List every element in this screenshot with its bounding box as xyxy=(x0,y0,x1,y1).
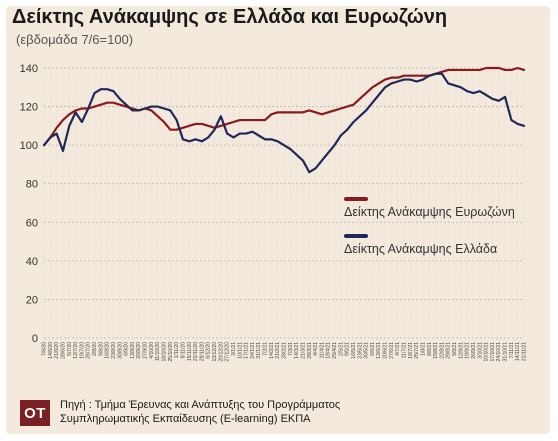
source-note: Πηγή : Τμήμα Έρευνας και Ανάπτυξης του Π… xyxy=(60,398,500,426)
x-tick-label: 13/9/20 xyxy=(130,342,136,359)
x-tick-label: 9/5/21 xyxy=(345,342,351,356)
x-tick-label: 3/10/21 xyxy=(477,342,483,359)
x-tick-label: 18/10/20 xyxy=(162,342,168,362)
x-tick-label: 15/11/20 xyxy=(187,342,193,361)
x-tick-label: 18/4/21 xyxy=(326,342,332,359)
x-tick-label: 16/5/21 xyxy=(351,342,357,359)
y-tick-label: 0 xyxy=(32,333,38,345)
x-tick-label: 21/11/21 xyxy=(522,342,528,361)
x-tick-label: 7/6/20 xyxy=(42,342,48,356)
x-tick-label: 4/10/20 xyxy=(149,342,155,359)
x-tick-label: 7/2/21 xyxy=(263,342,269,356)
x-tick-label: 15/8/21 xyxy=(433,342,439,359)
x-tick-label: 29/11/20 xyxy=(199,342,205,361)
x-tick-label: 25/10/20 xyxy=(168,342,174,362)
x-tick-label: 10/10/21 xyxy=(484,342,490,362)
x-tick-label: 2/8/20 xyxy=(92,342,98,356)
x-tick-label: 8/8/21 xyxy=(427,342,433,356)
x-tick-label: 6/9/20 xyxy=(124,342,130,356)
legend-label: Δείκτης Ανάκαμψης Ευρωζώνη xyxy=(344,205,515,219)
x-tick-label: 14/11/21 xyxy=(515,342,521,361)
x-tick-label: 24/1/21 xyxy=(250,342,256,359)
y-tick-label: 100 xyxy=(20,140,38,152)
x-tick-label: 12/7/20 xyxy=(73,342,79,359)
legend-label: Δείκτης Ανάκαμψης Ελλάδα xyxy=(344,242,497,256)
x-tick-label: 19/7/20 xyxy=(79,342,85,359)
x-tick-label: 21/2/21 xyxy=(275,342,281,359)
x-tick-label: 30/5/21 xyxy=(364,342,370,359)
x-tick-label: 29/8/21 xyxy=(446,342,452,359)
x-tick-label: 4/4/21 xyxy=(313,342,319,356)
x-tick-label: 26/7/20 xyxy=(86,342,92,359)
x-tick-label: 26/9/21 xyxy=(471,342,477,359)
x-tick-label: 5/7/20 xyxy=(67,342,73,356)
x-tick-label: 19/9/21 xyxy=(465,342,471,359)
x-tick-label: 23/5/21 xyxy=(357,342,363,359)
chart-subtitle: (εβδομάδα 7/6=100) xyxy=(16,32,134,47)
y-tick-label: 40 xyxy=(26,256,38,268)
x-tick-label: 11/4/21 xyxy=(319,342,325,359)
x-tick-label: 20/12/20 xyxy=(218,342,224,362)
x-tick-label: 14/6/20 xyxy=(48,342,54,359)
ot-logo: ΟΤ xyxy=(20,400,50,426)
x-tick-label: 2/5/21 xyxy=(338,342,344,356)
series-line-eurozone xyxy=(42,66,526,147)
x-tick-label: 21/3/21 xyxy=(300,342,306,359)
source-line-1: Πηγή : Τμήμα Έρευνας και Ανάπτυξης του Π… xyxy=(60,399,341,411)
x-tick-label: 1/8/21 xyxy=(420,342,426,356)
x-tick-label: 22/8/21 xyxy=(439,342,445,359)
x-tick-label: 7/3/21 xyxy=(288,342,294,356)
x-tick-label: 6/6/21 xyxy=(370,342,376,356)
x-tick-label: 23/8/20 xyxy=(111,342,117,359)
y-tick-label: 120 xyxy=(20,102,38,114)
x-tick-label: 4/7/21 xyxy=(395,342,401,356)
x-tick-label: 8/11/20 xyxy=(180,342,186,359)
x-tick-label: 18/7/21 xyxy=(408,342,414,359)
x-tick-label: 20/9/20 xyxy=(136,342,142,359)
y-tick-label: 60 xyxy=(26,217,38,229)
x-tick-label: 9/8/20 xyxy=(98,342,104,356)
x-tick-label: 22/11/20 xyxy=(193,342,199,361)
x-tick-label: 31/10/21 xyxy=(503,342,509,362)
x-tick-label: 13/12/20 xyxy=(212,342,218,362)
x-tick-label: 20/6/21 xyxy=(383,342,389,359)
x-tick-label: 27/9/20 xyxy=(143,342,149,359)
chart-title: Δείκτης Ανάκαμψης σε Ελλάδα και Ευρωζώνη xyxy=(12,6,448,28)
x-tick-label: 28/2/21 xyxy=(282,342,288,359)
x-tick-label: 28/6/20 xyxy=(60,342,66,359)
x-tick-label: 27/6/21 xyxy=(389,342,395,359)
x-tick-label: 17/1/21 xyxy=(244,342,250,359)
x-tick-label: 25/4/21 xyxy=(332,342,338,359)
series-line-greece xyxy=(42,72,526,174)
x-tick-label: 14/3/21 xyxy=(294,342,300,359)
y-tick-label: 20 xyxy=(26,294,38,306)
x-tick-label: 3/1/21 xyxy=(231,342,237,356)
x-tick-label: 25/7/21 xyxy=(414,342,420,359)
y-tick-label: 140 xyxy=(20,63,38,75)
x-tick-label: 14/2/21 xyxy=(269,342,275,359)
source-line-2: Συμπληρωματικής Εκπαίδευσης (E-learning)… xyxy=(60,413,311,425)
x-tick-label: 21/6/20 xyxy=(54,342,60,359)
x-tick-label: 6/12/20 xyxy=(206,342,212,359)
x-tick-label: 17/10/21 xyxy=(490,342,496,362)
x-tick-label: 11/7/21 xyxy=(402,342,408,359)
x-tick-label: 1/11/20 xyxy=(174,342,180,359)
x-tick-label: 27/12/20 xyxy=(225,342,231,362)
x-tick-label: 7/11/21 xyxy=(509,342,515,359)
x-tick-label: 5/9/21 xyxy=(452,342,458,356)
x-tick-label: 28/3/21 xyxy=(307,342,313,359)
x-tick-label: 24/10/21 xyxy=(496,342,502,362)
y-tick-label: 80 xyxy=(26,179,38,191)
x-tick-label: 10/1/21 xyxy=(237,342,243,359)
x-tick-label: 31/1/21 xyxy=(256,342,262,359)
x-tick-label: 11/10/20 xyxy=(155,342,161,361)
x-tick-label: 12/9/21 xyxy=(458,342,464,359)
x-tick-label: 30/8/20 xyxy=(117,342,123,359)
x-tick-label: 16/8/20 xyxy=(105,342,111,359)
chart-card xyxy=(6,6,550,434)
x-tick-label: 13/6/21 xyxy=(376,342,382,359)
